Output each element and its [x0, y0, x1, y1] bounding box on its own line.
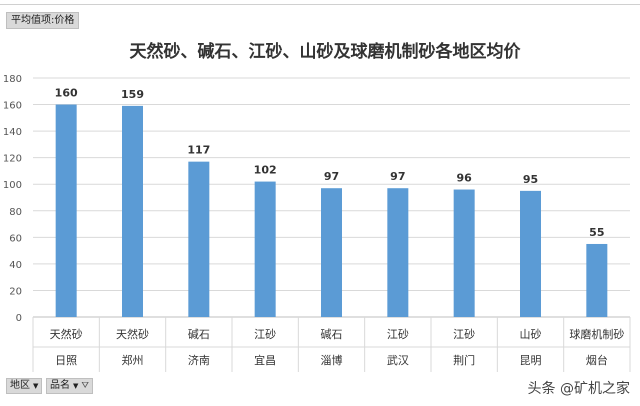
x-category-label: 山砂: [520, 328, 542, 341]
x-region-label: 荆门: [453, 353, 475, 367]
x-category-label: 天然砂: [116, 327, 149, 341]
x-region-label: 武汉: [387, 354, 409, 367]
data-label: 117: [187, 144, 210, 157]
x-category-label: 碱石: [321, 328, 343, 341]
x-region-label: 淄博: [321, 354, 343, 367]
product-field-button[interactable]: 品名 ▼ ⛛: [46, 378, 93, 394]
y-tick-label: 140: [3, 127, 22, 138]
y-tick-label: 40: [9, 260, 22, 271]
x-region-label: 昆明: [520, 354, 542, 367]
value-field-button[interactable]: 平均值项:价格: [6, 12, 80, 29]
x-category-label: 江砂: [254, 328, 276, 341]
bar[interactable]: [586, 243, 608, 317]
x-region-label: 济南: [188, 353, 210, 367]
bar[interactable]: [520, 190, 541, 317]
y-tick-label: 0: [16, 313, 22, 324]
y-tick-label: 100: [3, 180, 22, 191]
region-field-button[interactable]: 地区 ▼: [6, 378, 43, 394]
x-category-label: 碱石: [188, 328, 210, 341]
data-label: 55: [589, 226, 604, 239]
bar[interactable]: [188, 161, 210, 317]
filter-icon[interactable]: ⛛: [81, 381, 89, 391]
bar[interactable]: [321, 188, 342, 317]
chart-title: 天然砂、碱石、江砂、山砂及球磨机制砂各地区均价: [130, 41, 522, 62]
product-field-label: 品名: [50, 380, 70, 391]
y-tick-label: 20: [9, 286, 22, 297]
bar[interactable]: [254, 181, 276, 317]
x-category-label: 球磨机制砂: [569, 327, 624, 341]
y-tick-label: 120: [3, 154, 22, 165]
region-field-label: 地区: [10, 380, 30, 391]
bar[interactable]: [122, 105, 143, 317]
bar[interactable]: [453, 189, 475, 317]
data-label: 95: [523, 173, 538, 186]
dropdown-icon[interactable]: ▼: [33, 382, 39, 390]
data-label: 97: [390, 170, 405, 183]
x-region-label: 烟台: [586, 353, 608, 367]
data-label: 96: [457, 172, 473, 185]
dropdown-icon[interactable]: ▼: [73, 382, 79, 390]
x-category-label: 江砂: [387, 328, 409, 341]
bar[interactable]: [55, 104, 77, 317]
y-tick-label: 180: [3, 74, 22, 85]
x-category-label: 天然砂: [50, 327, 83, 341]
top-border: [0, 4, 640, 5]
x-region-label: 宜昌: [254, 353, 276, 367]
y-tick-label: 80: [9, 207, 22, 218]
data-label: 160: [55, 87, 78, 100]
watermark: 头条 @矿机之家: [527, 381, 630, 397]
y-tick-label: 160: [3, 101, 22, 112]
data-label: 102: [254, 164, 277, 177]
y-tick-label: 60: [9, 233, 22, 244]
x-region-label: 日照: [55, 354, 77, 367]
x-region-label: 郑州: [122, 353, 144, 367]
data-label: 159: [121, 88, 144, 101]
x-category-label: 江砂: [453, 328, 475, 341]
data-label: 97: [324, 170, 339, 183]
bar[interactable]: [387, 188, 409, 317]
